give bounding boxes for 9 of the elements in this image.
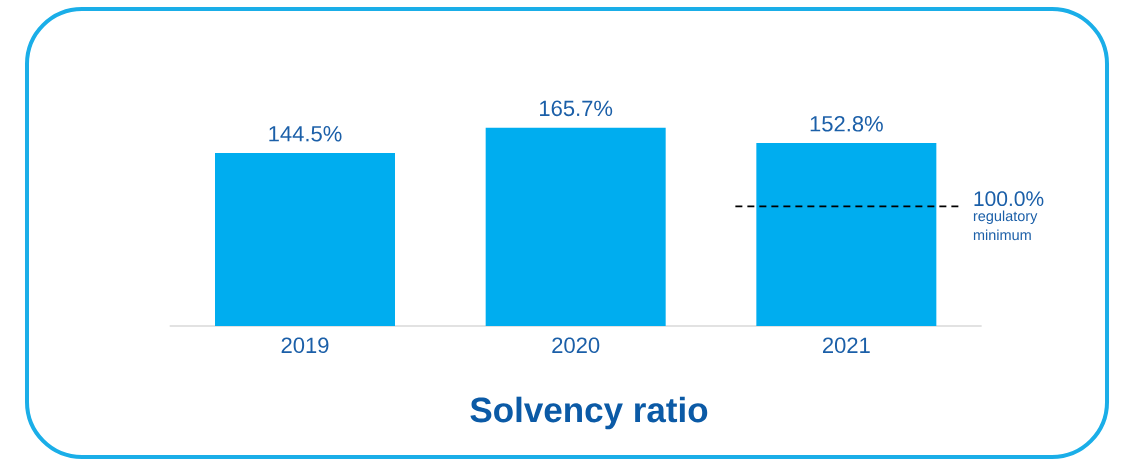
ref-line-label: 100.0% — [974, 191, 1044, 207]
annotation: regulatory minimum — [973, 210, 1038, 241]
data-label: 144.5% — [269, 126, 342, 142]
data-label: 165.7% — [540, 100, 613, 117]
x-tick-label: 2020 — [552, 337, 600, 354]
data-label: 152.8% — [810, 116, 883, 132]
x-tick-label: 2021 — [822, 337, 870, 354]
text: Solvency ratio — [470, 396, 708, 430]
x-tick-label: 2019 — [281, 337, 329, 354]
